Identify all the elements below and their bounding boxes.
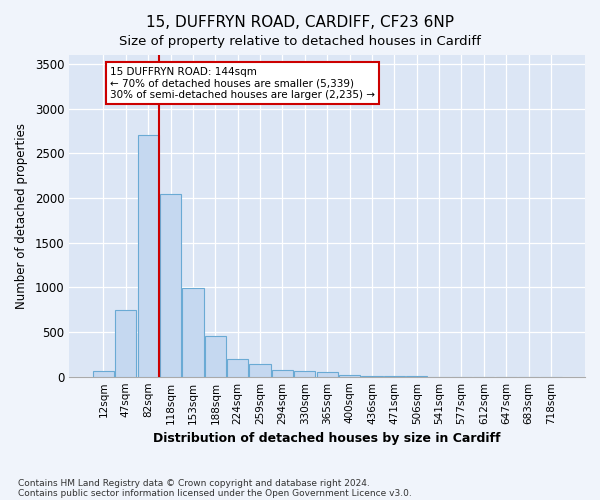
Text: Contains public sector information licensed under the Open Government Licence v3: Contains public sector information licen…	[18, 488, 412, 498]
Bar	[93, 372, 114, 376]
Bar	[272, 370, 293, 376]
Bar	[317, 372, 338, 376]
Bar	[250, 364, 271, 376]
Y-axis label: Number of detached properties: Number of detached properties	[15, 123, 28, 309]
X-axis label: Distribution of detached houses by size in Cardiff: Distribution of detached houses by size …	[154, 432, 501, 445]
Bar	[227, 359, 248, 376]
Text: 15, DUFFRYN ROAD, CARDIFF, CF23 6NP: 15, DUFFRYN ROAD, CARDIFF, CF23 6NP	[146, 15, 454, 30]
Bar	[294, 372, 316, 376]
Bar	[160, 194, 181, 376]
Text: Contains HM Land Registry data © Crown copyright and database right 2024.: Contains HM Land Registry data © Crown c…	[18, 478, 370, 488]
Bar	[115, 310, 136, 376]
Text: 15 DUFFRYN ROAD: 144sqm
← 70% of detached houses are smaller (5,339)
30% of semi: 15 DUFFRYN ROAD: 144sqm ← 70% of detache…	[110, 66, 375, 100]
Bar	[137, 136, 159, 376]
Text: Size of property relative to detached houses in Cardiff: Size of property relative to detached ho…	[119, 35, 481, 48]
Bar	[339, 375, 360, 376]
Bar	[182, 288, 203, 376]
Bar	[205, 336, 226, 376]
